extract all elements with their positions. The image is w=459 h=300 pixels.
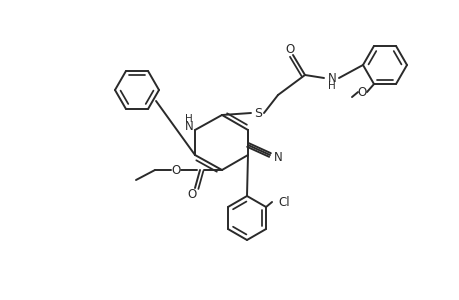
Text: O: O bbox=[171, 164, 180, 176]
Text: H: H bbox=[185, 114, 192, 124]
Text: N: N bbox=[273, 151, 282, 164]
Text: O: O bbox=[357, 85, 366, 99]
Text: O: O bbox=[285, 43, 294, 56]
Text: S: S bbox=[253, 106, 262, 119]
Text: O: O bbox=[187, 188, 196, 202]
Text: H: H bbox=[327, 81, 335, 91]
Text: N: N bbox=[184, 119, 193, 133]
Text: Cl: Cl bbox=[278, 196, 289, 208]
Text: N: N bbox=[327, 71, 336, 85]
